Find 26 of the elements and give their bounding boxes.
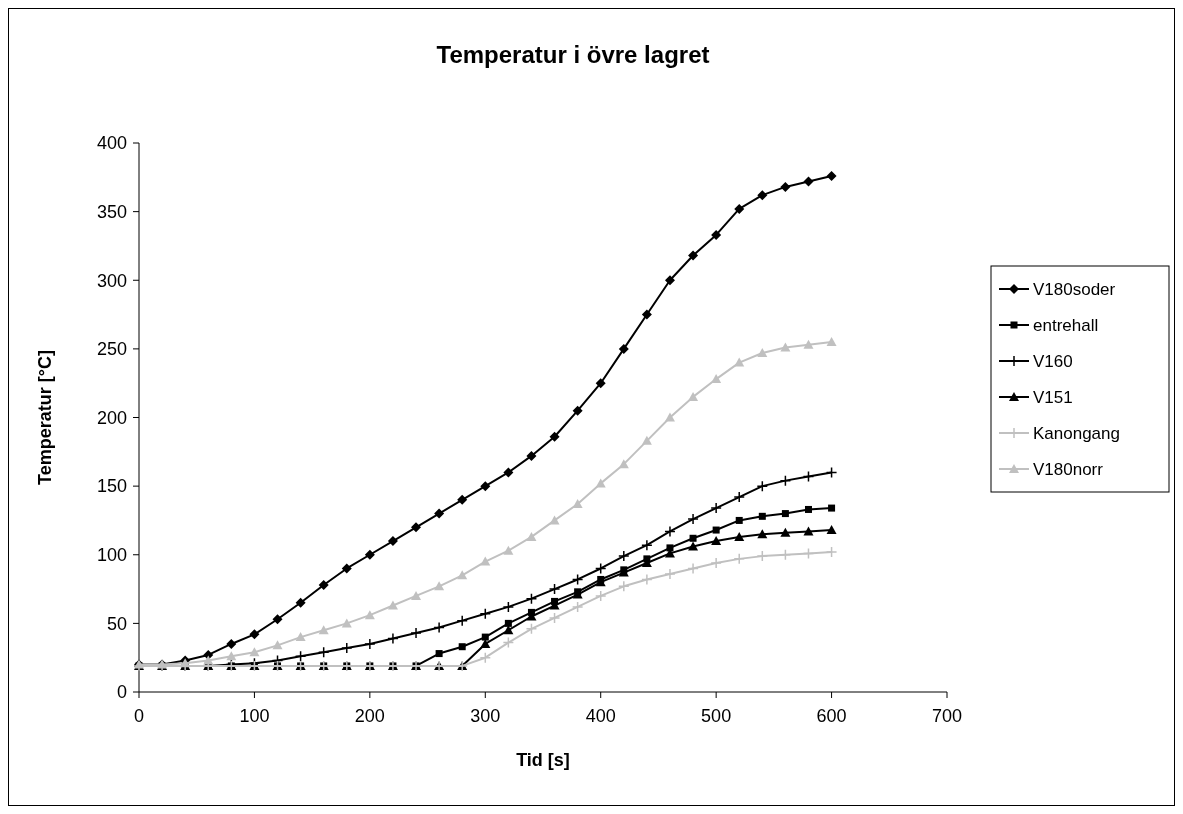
y-tick-label: 400 [96, 133, 127, 154]
x-tick-label: 300 [470, 706, 501, 726]
y-tick-label: 50 [106, 613, 127, 634]
x-axis-title: Tid [s] [516, 750, 570, 770]
x-tick-label: 400 [585, 706, 616, 726]
legend-label: V180norr [1033, 459, 1104, 479]
legend-label: V160 [1033, 351, 1073, 371]
legend-label: V180soder [1033, 279, 1116, 299]
y-axis-title: Temperatur [°C] [35, 350, 55, 485]
y-tick-label: 150 [96, 476, 127, 497]
y-tick-label: 300 [96, 270, 127, 291]
x-tick-label: 0 [133, 706, 145, 726]
legend-label: Kanongang [1033, 423, 1120, 443]
y-tick-label: 200 [96, 407, 127, 428]
y-tick-label: 250 [96, 339, 127, 360]
y-tick-label: 0 [116, 682, 127, 703]
x-tick-label: 200 [354, 706, 385, 726]
x-tick-label: 700 [931, 706, 963, 726]
y-tick-label: 350 [96, 201, 127, 222]
x-tick-label: 100 [239, 706, 270, 726]
x-tick-label: 600 [816, 706, 847, 726]
x-tick-label: 500 [701, 706, 732, 726]
chart-title: Temperatur i övre lagret [436, 41, 710, 68]
legend-label: V151 [1033, 387, 1073, 407]
y-tick-label: 100 [96, 545, 127, 566]
legend-label: entrehall [1033, 315, 1099, 335]
